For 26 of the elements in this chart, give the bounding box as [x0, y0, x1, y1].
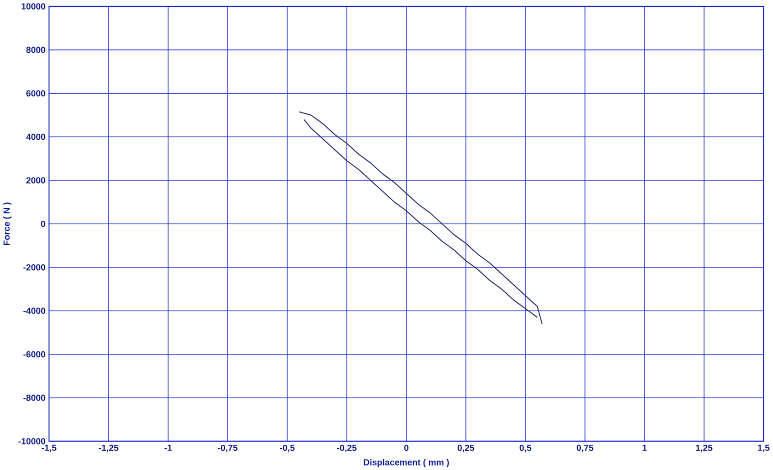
- x-tick-label: 0,25: [458, 444, 474, 452]
- y-tick-label: 6000: [26, 90, 46, 96]
- x-tick-label: 0: [404, 444, 408, 451]
- y-tick-label: 8000: [26, 46, 46, 53]
- x-tick-label: 1,25: [696, 444, 712, 452]
- x-tick-label: -0,25: [337, 444, 357, 452]
- y-tick-label: -4000: [23, 307, 46, 314]
- y-tick-label: -8000: [23, 394, 46, 401]
- y-axis-title: Force ( N ): [3, 202, 12, 245]
- y-tick-label: -2000: [23, 264, 46, 270]
- x-tick-label: 1,5: [758, 444, 770, 452]
- x-tick-label: -1,25: [98, 444, 118, 452]
- x-tick-label: -1: [164, 444, 172, 451]
- y-tick-label: -10000: [18, 438, 46, 444]
- y-tick-label: 2000: [26, 177, 46, 184]
- x-tick-label: -1,5: [42, 444, 56, 452]
- x-axis-title: Displacement ( mm ): [364, 458, 449, 467]
- y-tick-label: 4000: [26, 134, 46, 140]
- x-tick-label: 0,75: [576, 444, 594, 452]
- y-tick-label: -6000: [23, 350, 46, 358]
- x-tick-label: -0,5: [280, 444, 295, 452]
- y-tick-label: 0: [41, 220, 46, 227]
- y-tick-label: 10000: [22, 3, 46, 10]
- x-tick-label: 1: [642, 444, 647, 451]
- x-tick-label: -0,75: [218, 444, 238, 452]
- x-tick-label: 0,5: [520, 444, 532, 452]
